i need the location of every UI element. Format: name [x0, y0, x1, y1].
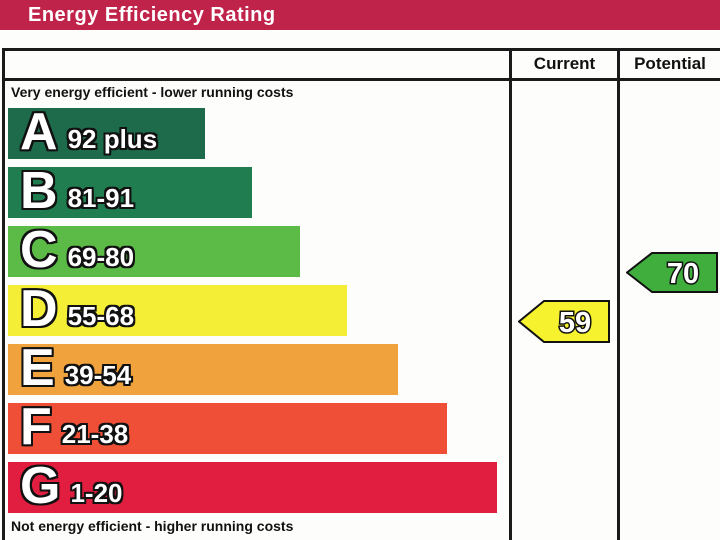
band-b-range: 81-91 [67, 183, 135, 213]
band-b: B 81-91 [8, 161, 252, 220]
band-g: G 1-20 [8, 456, 497, 515]
band-e-letter: E [20, 338, 55, 397]
current-column-header: Current [533, 54, 596, 73]
band-d: D 55-68 [8, 279, 347, 338]
bottom-note: Not energy efficient - higher running co… [11, 518, 294, 534]
band-a-range: 92 plus [67, 124, 158, 154]
potential-rating-arrow: 70 [626, 252, 718, 293]
current-arrow-shape [518, 300, 610, 343]
band-e-range: 39-54 [64, 360, 132, 390]
band-b-letter: B [20, 161, 58, 220]
potential-column-divider [617, 48, 620, 540]
header-bottom-border [2, 78, 720, 81]
current-column-divider [509, 48, 512, 540]
band-c-letter: C [20, 220, 58, 279]
band-d-range: 55-68 [67, 301, 135, 331]
band-g-range: 1-20 [70, 478, 123, 508]
potential-rating-value: 70 [667, 258, 699, 290]
potential-column-header: Potential [634, 54, 706, 73]
current-rating-value: 59 [559, 307, 591, 339]
band-g-letter: G [20, 456, 61, 515]
table-left-border [2, 48, 5, 540]
page-title: Energy Efficiency Rating [28, 3, 276, 26]
band-e: E 39-54 [8, 338, 398, 397]
table-top-border [2, 48, 720, 51]
band-f: F 21-38 [8, 397, 447, 456]
band-f-letter: F [20, 397, 52, 456]
potential-arrow-shape [626, 252, 718, 293]
band-a: A 92 plus [8, 102, 205, 161]
band-d-letter: D [20, 279, 58, 338]
band-a-letter: A [20, 102, 58, 161]
band-c: C 69-80 [8, 220, 300, 279]
band-f-range: 21-38 [61, 419, 129, 449]
title-bar: Energy Efficiency Rating [0, 0, 720, 30]
top-note: Very energy efficient - lower running co… [11, 84, 294, 100]
band-c-range: 69-80 [67, 242, 135, 272]
current-rating-arrow: 59 [518, 300, 610, 343]
